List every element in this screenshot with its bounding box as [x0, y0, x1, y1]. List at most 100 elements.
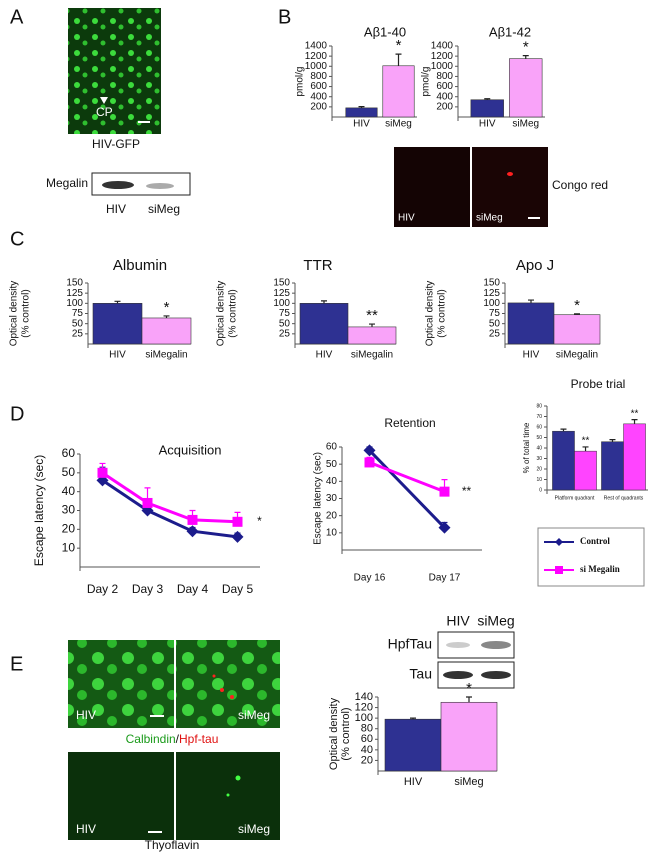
x-tick-label: Platform quadrant [555, 495, 595, 501]
stain-label: Calbindin/Hpf-tau [126, 732, 219, 746]
legend-marker [555, 566, 563, 574]
y-tick-label: 1200 [305, 51, 328, 62]
chart-title: Albumin [113, 257, 167, 274]
lane-label: siMeg [477, 613, 514, 629]
series-line [101, 471, 238, 524]
marker [364, 457, 375, 468]
tau-spot [230, 695, 234, 699]
x-tick-label: siMegalin [145, 350, 187, 361]
bar [574, 450, 597, 491]
blot-band [446, 642, 470, 648]
y-tick-label: 150 [66, 278, 83, 289]
y-tick-label: 1200 [431, 51, 454, 62]
y-axis-label: Optical density [328, 697, 340, 770]
y-tick-label: 800 [436, 71, 453, 82]
x-tick-label: Day 16 [354, 573, 386, 584]
marker [231, 530, 244, 543]
series-line [368, 449, 446, 529]
error-bar [358, 106, 365, 108]
legend [537, 527, 645, 587]
bar [623, 423, 646, 491]
lane-label: siMeg [148, 202, 180, 216]
plaque [507, 172, 513, 176]
significance: * [466, 680, 472, 697]
error-bar [395, 53, 402, 66]
chart-title: Aβ1-42 [489, 24, 531, 39]
y-tick-label: 20 [536, 466, 542, 472]
error-bar [574, 313, 580, 315]
x-tick-label: siMeg [454, 776, 483, 788]
significance: ** [366, 307, 378, 324]
marker [187, 514, 198, 525]
chart-title: Aβ1-40 [364, 24, 406, 39]
y-axis-label: Escape latency (sec) [313, 452, 324, 545]
stain-label: Congo red [552, 178, 608, 192]
significance: * [164, 299, 170, 316]
chart-title: TTR [303, 257, 332, 274]
y-tick-label: 1400 [431, 41, 454, 52]
tau-spot [212, 674, 216, 678]
y-tick-label: 100 [355, 712, 373, 724]
plaque [226, 793, 230, 797]
y-tick-label: 150 [273, 278, 290, 289]
x-tick-label: HIV [353, 119, 370, 130]
panel-label: D [10, 403, 24, 425]
y-tick-label: 400 [436, 91, 453, 102]
y-tick-label: 40 [361, 744, 373, 756]
stain-part: Calbindin [126, 732, 176, 746]
y-tick-label: 125 [483, 288, 500, 299]
x-tick-label: HIV [404, 776, 423, 788]
y-tick-label: 70 [536, 414, 542, 420]
legend-label: si Megalin [580, 564, 620, 574]
error-bar [484, 98, 491, 100]
panel-label: A [10, 6, 24, 28]
blot-band [102, 181, 134, 189]
y-tick-label: 80 [536, 403, 542, 409]
error-bar [114, 300, 121, 304]
blot-label: Megalin [46, 176, 88, 190]
y-axis-label: Optical density [216, 281, 227, 347]
x-tick-label: HIV [316, 350, 333, 361]
image-lane-label: siMeg [238, 708, 270, 722]
bar [552, 430, 575, 491]
lane-label: HIV [446, 613, 470, 629]
x-tick-label: siMegalin [351, 350, 393, 361]
y-tick-label: 20 [62, 522, 76, 536]
significance: * [574, 297, 580, 314]
error-bar [631, 419, 638, 424]
x-tick-label: HIV [523, 350, 540, 361]
x-tick-label: siMeg [512, 119, 539, 130]
y-tick-label: 1400 [305, 41, 328, 52]
y-axis-label: (% control) [437, 289, 448, 337]
error-bar [522, 55, 529, 59]
y-tick-label: 60 [62, 446, 76, 460]
significance: ** [582, 436, 590, 447]
significance: * [396, 37, 402, 54]
y-tick-label: 200 [436, 101, 453, 112]
marker [97, 467, 108, 478]
x-tick-label: Day 17 [429, 573, 461, 584]
error-bar [163, 315, 170, 318]
y-tick-label: 20 [361, 754, 373, 766]
x-tick-label: Day 3 [132, 582, 164, 596]
stain-label: Thyoflavin [145, 838, 200, 852]
blot [91, 172, 191, 196]
image-lane-label: siMeg [238, 822, 270, 836]
y-tick-label: 50 [62, 465, 76, 479]
plaque [235, 775, 241, 781]
x-tick-label: HIV [479, 119, 496, 130]
y-axis-label: Optical density [9, 281, 20, 347]
series-line [101, 479, 238, 539]
y-tick-label: 25 [279, 328, 291, 339]
y-tick-label: 800 [310, 71, 327, 82]
x-tick-label: Day 2 [87, 582, 119, 596]
gfp-image [68, 8, 161, 134]
error-bar [321, 300, 327, 304]
legend-label: Control [580, 536, 610, 546]
y-tick-label: 1000 [305, 61, 328, 72]
arrowhead [100, 97, 108, 104]
error-bar [466, 696, 472, 703]
lane-label: HIV [106, 202, 126, 216]
image-lane-label: HIV [76, 822, 96, 836]
marker [142, 497, 153, 508]
